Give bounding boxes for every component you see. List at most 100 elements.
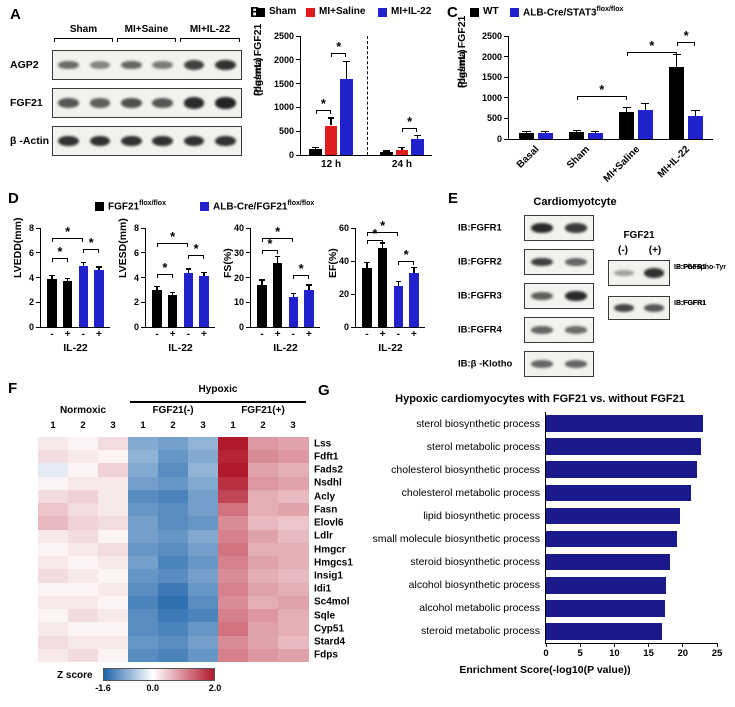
- error-bar-cap: [154, 286, 160, 288]
- sig-bracket: [262, 237, 294, 242]
- heatmap-cell: [218, 556, 249, 570]
- legend-mi-il22-swatch: [378, 8, 387, 17]
- sig-star: *: [170, 228, 176, 244]
- western-blot-box: [52, 88, 242, 118]
- heatmap-cell: [278, 648, 309, 663]
- heatmap-cell: [248, 622, 279, 637]
- gene-label: Acly: [314, 491, 336, 503]
- heatmap-group-label: FGF21(+): [241, 405, 285, 416]
- sig-bracket: [626, 52, 677, 57]
- panel-e-title: Cardiomyotcyte: [533, 196, 617, 208]
- error-bar: [644, 103, 646, 111]
- e-western-blot-box: [524, 215, 594, 241]
- sig-star: *: [298, 261, 304, 277]
- category-label: sterol biosynthetic process: [416, 417, 540, 430]
- ip-western-blot-box: [608, 296, 670, 320]
- y-tick-label: 60: [338, 223, 349, 233]
- heatmap-cell: [158, 622, 189, 637]
- y-tick: [36, 252, 41, 254]
- sig-star: *: [65, 223, 71, 239]
- blot-band: [530, 360, 554, 368]
- heatmap-col-label: 2: [170, 420, 176, 431]
- heatmap-cell: [68, 542, 99, 557]
- heatmap-cell: [68, 450, 99, 464]
- bar: [257, 284, 267, 327]
- sig-star: *: [407, 114, 413, 130]
- heatmap-cell: [248, 529, 279, 544]
- y-tick: [36, 301, 41, 303]
- heatmap-cell: [278, 450, 309, 464]
- heatmap-cell: [188, 503, 219, 517]
- heatmap-cell: [158, 437, 189, 451]
- heatmap-cell: [98, 529, 129, 544]
- sig-bracket: [576, 95, 627, 100]
- y-tick: [141, 277, 146, 278]
- legend-mi-il22-label: MI+IL-22: [391, 6, 432, 17]
- error-bar-cap: [572, 130, 581, 132]
- bar-tick-label: -: [50, 329, 54, 340]
- blot-band: [214, 59, 236, 71]
- heatmap-cell: [278, 503, 309, 517]
- error-bar-cap: [398, 147, 406, 149]
- y-tick: [246, 301, 251, 303]
- y-tick: [141, 227, 146, 229]
- heatmap-cell: [68, 609, 99, 623]
- heatmap-cell: [218, 529, 249, 544]
- y-tick: [36, 326, 41, 328]
- y-tick-label: 1000: [273, 102, 294, 113]
- panel-g-label: G: [318, 382, 330, 399]
- blot-band: [120, 60, 142, 70]
- z-score-tick-label: 2.0: [208, 683, 222, 693]
- heatmap-cell: [188, 476, 219, 491]
- panel-b-label: B: [250, 4, 261, 21]
- error-bar-cap: [691, 110, 700, 112]
- heatmap-cell: [68, 476, 99, 491]
- sig-star: *: [649, 38, 655, 54]
- category-label: cholesterol metabolic process: [401, 486, 540, 499]
- sig-bracket: [157, 273, 173, 278]
- blot-band: [564, 258, 588, 266]
- heatmap-cell: [218, 569, 249, 584]
- gene-label: Stard4: [314, 636, 346, 648]
- heatmap-cell: [128, 503, 159, 517]
- y-tick: [296, 154, 301, 156]
- heatmap-cell: [38, 503, 69, 517]
- e-blot-label: IB:FGFR1: [458, 222, 502, 234]
- x-axis-title: IL-22: [273, 342, 298, 354]
- error-bar: [626, 107, 628, 113]
- e-blot-label: IB:FGFR2: [458, 256, 502, 268]
- heatmap-cell: [38, 609, 69, 623]
- legend-alb-cre-stat3-label: ALB-Cre/STAT3flox/flox: [523, 6, 624, 19]
- bar: [537, 133, 553, 139]
- heatmap-col-label: 1: [140, 420, 146, 431]
- heatmap-cell: [248, 635, 279, 650]
- sig-star: *: [320, 95, 326, 111]
- sig-star: *: [275, 223, 281, 239]
- e-blot-label: IB:β -Klotho: [458, 358, 513, 370]
- error-bar: [413, 267, 415, 273]
- error-bar-cap: [290, 293, 296, 295]
- heatmap-cell: [188, 582, 219, 597]
- c-y-axis-label-line2: (pg/mL): [456, 49, 468, 89]
- heatmap-cell: [128, 556, 159, 570]
- error-bar-cap: [259, 279, 265, 281]
- y-tick: [296, 83, 301, 85]
- bar: [395, 149, 409, 155]
- heatmap-cell: [158, 463, 189, 478]
- western-blot-box: [52, 50, 242, 80]
- blot-band: [614, 304, 634, 312]
- heatmap-cell: [248, 489, 279, 504]
- heatmap-cell: [158, 609, 189, 623]
- heatmap-cell: [278, 635, 309, 650]
- error-bar: [98, 266, 100, 271]
- chart-b-plot: 0 500 1000 1500 2000 2500 12 h 24 h * * *: [274, 31, 432, 170]
- bar: [47, 278, 57, 327]
- error-bar: [330, 117, 332, 126]
- heatmap-col-label: 2: [260, 420, 266, 431]
- error-bar: [676, 54, 678, 67]
- blot-band: [644, 304, 664, 312]
- z-score-tick-label: 0.0: [146, 683, 160, 693]
- y-tick: [36, 277, 41, 278]
- heatmap-cell: [248, 476, 279, 491]
- heatmap-cell: [128, 622, 159, 637]
